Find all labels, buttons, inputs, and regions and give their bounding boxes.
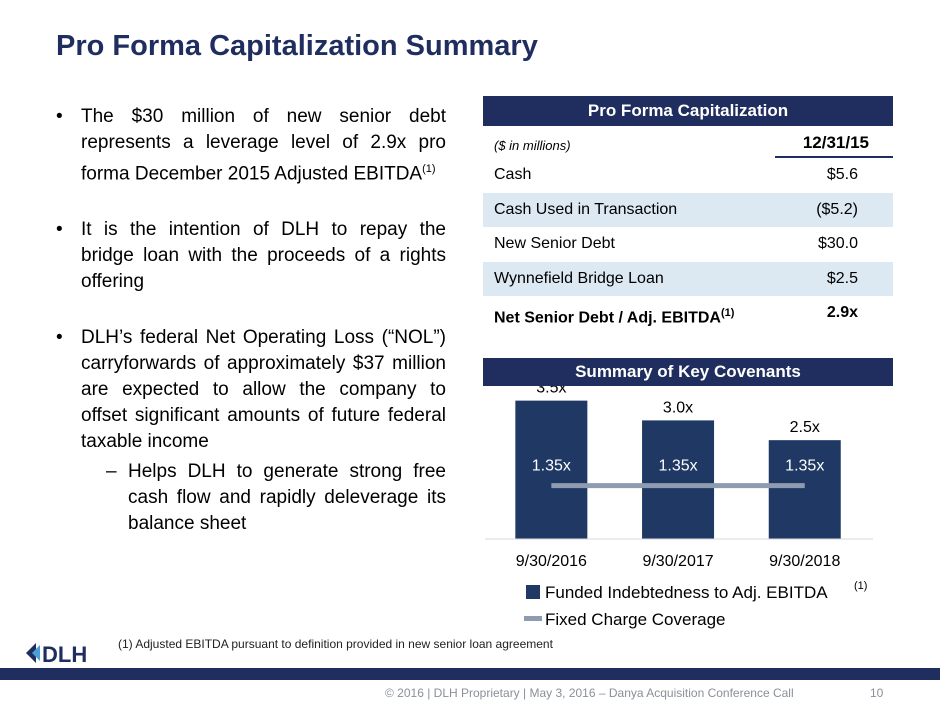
table-row: New Senior Debt $30.0 [483,227,893,262]
table-row: Cash Used in Transaction ($5.2) [483,192,893,227]
bullet-item: • The $30 million of new senior debt rep… [56,104,446,187]
row-value: $30.0 [817,235,858,252]
dlh-logo: DLH [26,642,87,665]
sub-bullet-text: Helps DLH to generate strong free cash f… [128,461,446,535]
footnote: (1) Adjusted EBITDA pursuant to definiti… [118,637,553,651]
legend-label-line: Fixed Charge Coverage [545,610,725,629]
row-label: Net Senior Debt / Adj. EBITDA(1) [494,296,734,336]
legend-swatch-line [524,616,542,621]
bullet-item: • DLH’s federal Net Operating Loss (“NOL… [56,325,446,537]
row-value: ($5.2) [816,200,858,218]
bullet-text: The $30 million of new senior debt repre… [81,106,446,185]
bar-value-label: 3.5x [536,386,566,397]
logo-arrow-icon [26,643,36,663]
logo-text: DLH [42,642,87,665]
row-value: $5.6 [826,166,858,183]
page-title: Pro Forma Capitalization Summary [56,30,538,62]
bar [768,440,841,539]
x-tick-label: 9/30/2018 [769,553,840,570]
row-label: New Senior Debt [494,235,615,252]
legend-footnote-marker: (1) [854,580,867,592]
line-value-label: 1.35x [658,458,697,475]
row-label: Wynnefield Bridge Loan [494,269,664,287]
bullet-text: It is the intention of DLH to repay the … [81,219,446,293]
bar-value-label: 3.0x [663,399,693,416]
column-header: 12/31/15 [802,133,869,152]
row-label: Cash [494,166,532,183]
table-total-row: Net Senior Debt / Adj. EBITDA(1) 2.9x [483,296,893,331]
bullet-glyph: • [56,106,63,127]
footer-text: © 2016 | DLH Proprietary | May 3, 2016 –… [385,686,794,700]
total-label: Net Senior Debt / Adj. EBITDA [494,309,721,327]
bar [515,400,588,539]
legend-swatch-bar [526,585,540,599]
row-value: $2.5 [826,269,858,287]
column-underline [775,156,893,158]
row-value: 2.9x [826,304,858,321]
cap-table-header: Pro Forma Capitalization [483,96,893,126]
bullet-item: • It is the intention of DLH to repay th… [56,217,446,295]
dash-glyph: – [106,461,117,483]
logo-accent-icon [32,645,40,661]
legend-label-bar: Funded Indebtedness to Adj. EBITDA [545,583,828,602]
line-value-label: 1.35x [532,458,571,475]
footnote-marker: (1) [422,163,436,175]
x-tick-label: 9/30/2017 [642,553,713,570]
capitalization-table: Pro Forma Capitalization ($ in millions)… [483,96,893,331]
footer-band [0,668,940,680]
bullet-text: DLH’s federal Net Operating Loss (“NOL”)… [81,327,446,453]
bar-value-label: 2.5x [790,419,820,436]
units-label: ($ in millions) [494,138,571,153]
bar [642,420,715,539]
sub-bullet: – Helps DLH to generate strong free cash… [81,459,446,537]
line-value-label: 1.35x [785,458,824,475]
cap-table-subheader: ($ in millions) 12/31/15 [483,126,893,158]
covenants-header: Summary of Key Covenants [483,358,893,386]
bullet-list: • The $30 million of new senior debt rep… [56,104,446,567]
row-label: Cash Used in Transaction [494,200,678,218]
bullet-glyph: • [56,327,63,349]
table-row: Wynnefield Bridge Loan $2.5 [483,261,893,296]
page-number: 10 [870,686,884,700]
footnote-marker: (1) [720,307,735,319]
table-row: Cash $5.6 [483,158,893,193]
covenants-chart: 3.5x 3.0x 2.5x 1.35x 1.35x 1.35x 9/30/2016 9/30… [485,386,873,629]
bullet-glyph: • [56,219,63,241]
x-tick-label: 9/30/2016 [516,553,587,570]
